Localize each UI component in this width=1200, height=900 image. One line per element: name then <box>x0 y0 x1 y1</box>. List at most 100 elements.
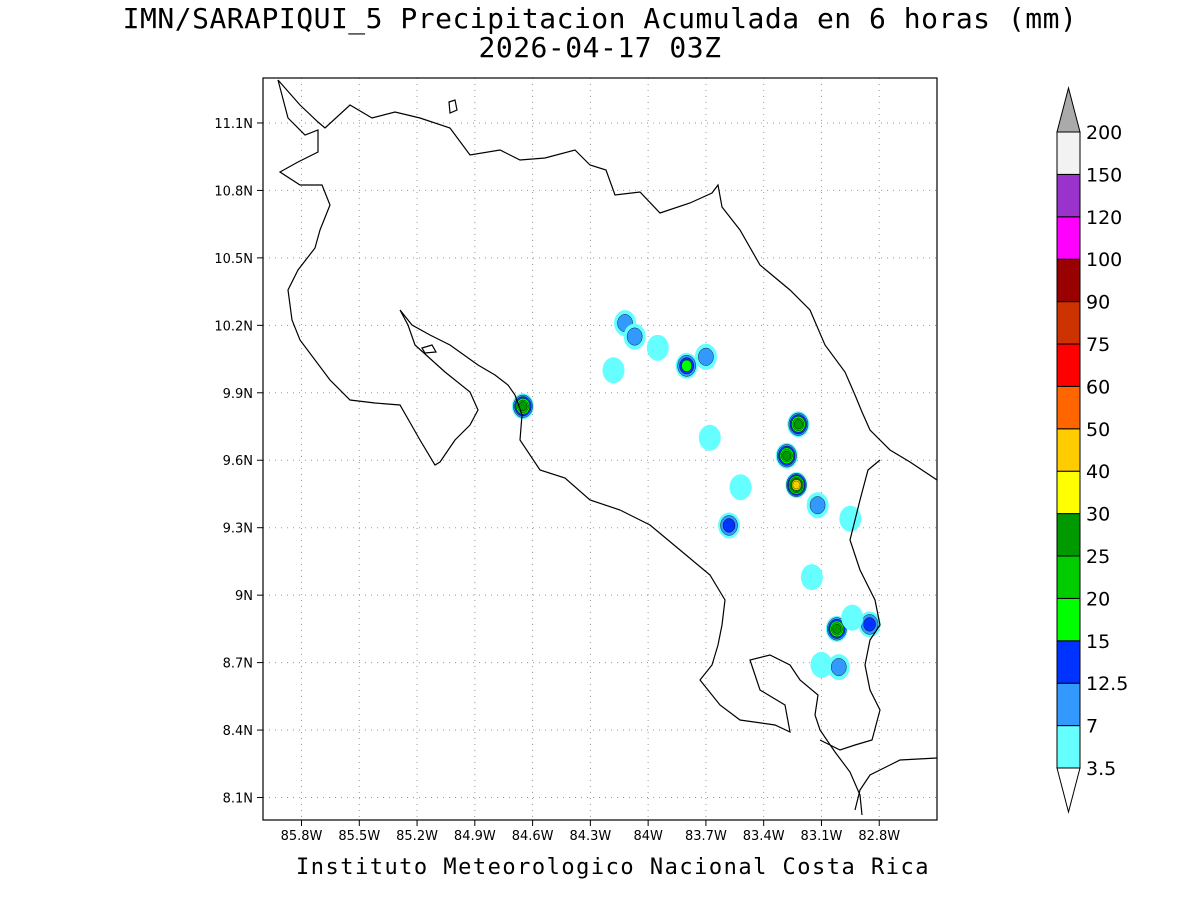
precip-contour <box>722 518 736 533</box>
lon-label: 85.2W <box>396 829 438 844</box>
footer-credit: Instituto Meteorologico Nacional Costa R… <box>295 855 931 880</box>
precip-contour <box>863 617 876 632</box>
precip-cell <box>800 564 823 591</box>
lat-label: 9.6N <box>223 454 253 469</box>
colorbar-label: 60 <box>1086 376 1110 398</box>
lon-label: 84.3W <box>569 829 611 844</box>
precip-cell <box>694 343 717 370</box>
lat-label: 11.1N <box>214 117 253 132</box>
lat-label: 10.8N <box>214 184 253 199</box>
colorbar-swatch <box>1056 555 1081 599</box>
lon-label: 83.7W <box>685 829 727 844</box>
precip-contour <box>841 604 864 631</box>
precip-cell <box>841 604 864 631</box>
colorbar-label: 75 <box>1086 334 1110 356</box>
lat-label: 9.9N <box>223 387 253 402</box>
precip-cell <box>810 651 833 678</box>
map-frame <box>262 77 938 821</box>
colorbar-swatch <box>1056 725 1081 769</box>
lat-label: 8.4N <box>223 724 253 739</box>
precip-cell <box>602 357 625 384</box>
colorbar-label: 90 <box>1086 292 1110 314</box>
precip-contour <box>646 334 669 361</box>
colorbar-label: 150 <box>1086 164 1122 186</box>
lon-label: 83.1W <box>801 829 843 844</box>
colorbar-swatch <box>1056 682 1081 727</box>
precip-cell <box>675 352 698 379</box>
precip-cell <box>729 474 752 501</box>
lon-label: 84W <box>633 829 663 844</box>
panama-border <box>819 459 881 751</box>
lon-label: 83.4W <box>743 829 785 844</box>
lon-label: 85.8W <box>281 829 323 844</box>
precip-cell <box>511 393 534 420</box>
precip-cell <box>775 442 798 469</box>
graticule <box>263 78 937 820</box>
precip-contour <box>832 624 842 634</box>
colorbar-swatch <box>1056 513 1081 557</box>
colorbar-swatch <box>1056 470 1081 515</box>
colorbar-label: 12.5 <box>1086 673 1128 695</box>
colorbar-swatch <box>1056 301 1081 345</box>
colorbar-label: 15 <box>1086 631 1110 653</box>
precip-cell <box>827 654 850 681</box>
precip-contour <box>792 480 801 490</box>
colorbar-swatch <box>1056 343 1081 387</box>
colorbar-label: 50 <box>1086 419 1110 441</box>
precip-contour <box>602 357 625 384</box>
colorbar-label: 7 <box>1086 716 1098 738</box>
lat-label: 9.3N <box>223 522 253 537</box>
colorbar-swatch <box>1056 216 1081 260</box>
precip-contour <box>800 564 823 591</box>
colorbar-swatch <box>1056 597 1081 642</box>
precip-cell <box>785 471 808 498</box>
colorbar-swatch <box>1056 385 1081 430</box>
colorbar-label: 3.5 <box>1086 758 1116 780</box>
colorbar: 3.5 7 12.5 15 20 25 30 40 50 60 75 90 100 120 150 200 <box>1056 86 1128 814</box>
colorbar-swatch <box>1056 131 1081 175</box>
lon-label: 84.9W <box>454 829 496 844</box>
colorbar-label: 40 <box>1086 461 1110 483</box>
pacific-coast <box>277 79 863 816</box>
precip-cell <box>623 323 646 350</box>
precip-contour <box>698 347 714 366</box>
precip-cell <box>839 505 862 532</box>
lake-island <box>421 344 437 354</box>
colorbar-label: 25 <box>1086 546 1110 568</box>
precip-cell <box>698 424 721 451</box>
colorbar-label: 20 <box>1086 588 1110 610</box>
colorbar-swatch <box>1056 640 1081 684</box>
lat-label: 10.2N <box>214 319 253 334</box>
colorbar-label: 120 <box>1086 207 1122 229</box>
precip-contour <box>839 505 862 532</box>
precip-contour <box>793 419 803 430</box>
precipitation-field <box>511 310 881 681</box>
colorbar-swatch <box>1056 173 1081 218</box>
precip-cell <box>787 411 810 438</box>
coastline <box>277 79 937 816</box>
colorbar-max-arrow <box>1056 86 1081 133</box>
lat-label: 9N <box>235 589 253 604</box>
precip-contour <box>810 651 833 678</box>
lat-label: 8.1N <box>223 792 253 807</box>
precip-cell <box>646 334 669 361</box>
colorbar-label: 200 <box>1086 122 1122 144</box>
map-subtitle: 2026-04-17 03Z <box>478 31 722 64</box>
lat-label: 8.7N <box>223 657 253 672</box>
precip-cell <box>806 492 829 519</box>
lon-label: 84.6W <box>512 829 554 844</box>
precip-contour <box>626 327 643 346</box>
lon-label: 85.5W <box>338 829 380 844</box>
precip-contour <box>831 658 847 677</box>
axis-ticks: 11.1N 10.8N 10.5N 10.2N 9.9N 9.6N 9.3N 9N 8.7N 8.… <box>214 117 900 844</box>
precip-contour <box>782 450 792 461</box>
lat-label: 10.5N <box>214 252 253 267</box>
map-title: IMN/SARAPIQUI_5 Precipitacion Acumulada … <box>122 2 1078 35</box>
lon-label: 82.8W <box>858 829 900 844</box>
colorbar-label: 30 <box>1086 504 1110 526</box>
precip-contour <box>681 359 692 372</box>
precip-contour <box>698 424 721 451</box>
precip-contour <box>729 474 752 501</box>
precip-cell <box>858 611 881 638</box>
